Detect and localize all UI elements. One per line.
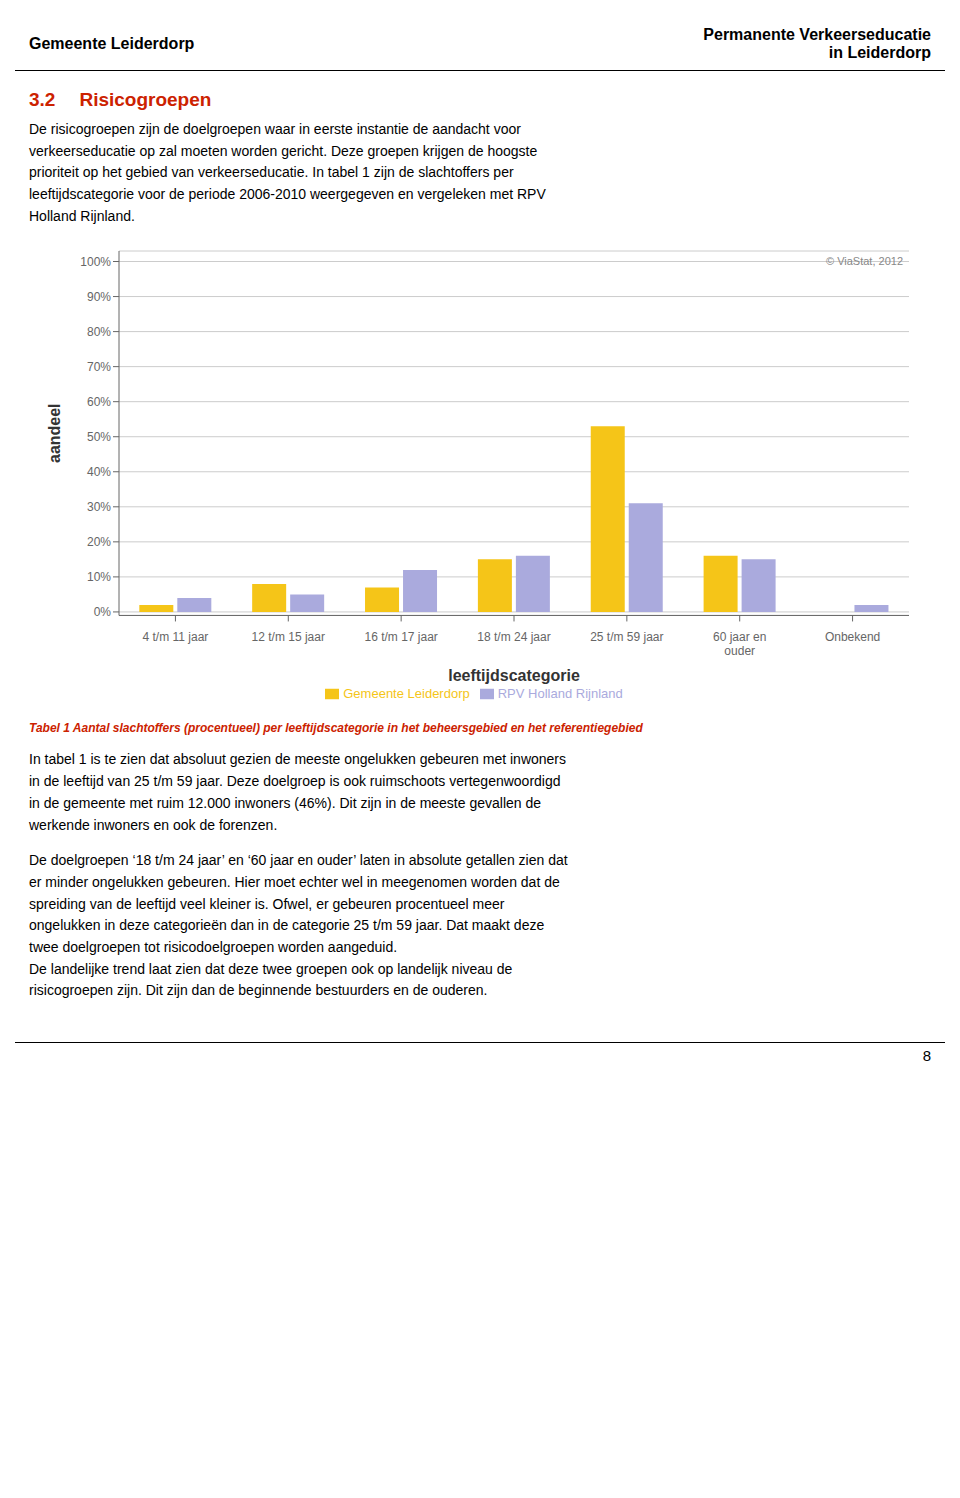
svg-text:30%: 30%	[87, 501, 111, 515]
svg-text:0%: 0%	[94, 606, 112, 620]
html-text:8: 8	[922, 1047, 931, 1064]
html-text:Gemeente Leiderdorp: Gemeente Leiderdorp	[29, 35, 195, 52]
svg-text:4 t/m 11 jaar: 4 t/m 11 jaar	[143, 631, 209, 645]
svg-text:60 jaar enouder: 60 jaar enouder	[713, 631, 766, 659]
svg-text:70%: 70%	[87, 360, 111, 374]
svg-text:18 t/m 24 jaar: 18 t/m 24 jaar	[477, 631, 550, 645]
html-text:© ViaStat, 2012: © ViaStat, 2012	[826, 255, 903, 268]
svg-text:16 t/m 17 jaar: 16 t/m 17 jaar	[364, 631, 437, 645]
svg-text:leeftijdscategorie: leeftijdscategorie	[448, 668, 580, 685]
svg-text:100%: 100%	[80, 255, 111, 269]
html-text:Risicogroepen: Risicogroepen	[79, 89, 212, 110]
html-text:RPV Holland Rijnland: RPV Holland Rijnland	[497, 685, 623, 701]
html-text:Gemeente Leiderdorp: Gemeente Leiderdorp	[343, 685, 470, 701]
html-text:3.2: 3.2	[29, 89, 56, 110]
svg-text:12 t/m 15 jaar: 12 t/m 15 jaar	[252, 631, 325, 645]
svg-text:40%: 40%	[87, 465, 111, 479]
svg-text:10%: 10%	[87, 571, 111, 585]
html-text:De doelgroepen ‘18 t/m 24 jaar: De doelgroepen ‘18 t/m 24 jaar’ en ‘60 j…	[29, 852, 568, 999]
html-text:in Leiderdorp: in Leiderdorp	[828, 44, 931, 61]
html-text:Tabel 1 Aantal slachtoffers (p: Tabel 1 Aantal slachtoffers (procentueel…	[29, 721, 643, 736]
svg-text:80%: 80%	[87, 325, 111, 339]
svg-text:50%: 50%	[87, 430, 111, 444]
html-text:Permanente Verkeerseducatie: Permanente Verkeerseducatie	[703, 26, 931, 43]
svg-text:90%: 90%	[87, 290, 111, 304]
html-text:De risicogroepen zijn de doelg: De risicogroepen zijn de doelgroepen waa…	[29, 121, 546, 224]
svg-text:25 t/m 59 jaar: 25 t/m 59 jaar	[590, 631, 663, 645]
html-text:In tabel 1 is te zien dat abso: In tabel 1 is te zien dat absoluut gezie…	[29, 751, 566, 833]
svg-text:Onbekend: Onbekend	[825, 631, 880, 645]
svg-text:60%: 60%	[87, 395, 111, 409]
svg-text:20%: 20%	[87, 536, 111, 550]
svg-text:aandeel: aandeel	[46, 404, 63, 464]
